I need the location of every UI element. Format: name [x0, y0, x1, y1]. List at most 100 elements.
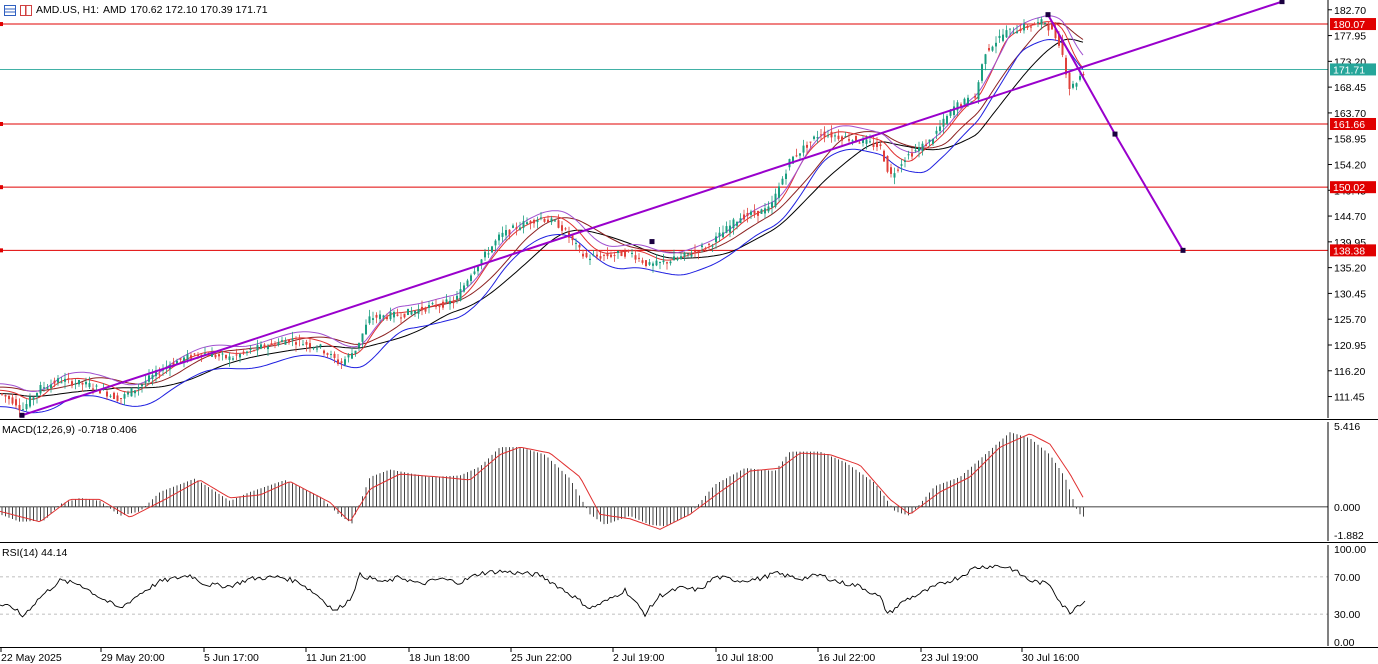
candle-body [781, 178, 784, 185]
candle-body [1051, 24, 1053, 30]
candle-body [750, 211, 752, 215]
candle-body [918, 147, 920, 151]
price-tick-label: 144.70 [1334, 211, 1366, 223]
candle-body [403, 313, 406, 318]
candle-body [330, 353, 332, 355]
trendline-anchor[interactable] [19, 412, 25, 418]
level-anchor[interactable] [0, 185, 3, 190]
candle-body [242, 351, 245, 353]
candle-body [904, 160, 906, 162]
candle-body [935, 130, 938, 134]
candle-body [669, 261, 672, 264]
candle-body [428, 305, 430, 308]
candle-body [641, 260, 644, 263]
level-price-label: 161.66 [1333, 119, 1365, 131]
projection-anchor[interactable] [1180, 247, 1186, 253]
candle-body [732, 219, 735, 229]
price-tick-label: 135.20 [1334, 263, 1366, 275]
candle-body [837, 135, 840, 140]
candle-body [18, 404, 21, 411]
candle-body [470, 275, 472, 281]
candle-body [638, 257, 640, 259]
candle-body [172, 362, 175, 366]
candle-body [32, 397, 35, 400]
candle-body [141, 384, 143, 387]
candle-body [382, 315, 385, 318]
candle-body [487, 253, 490, 255]
candle-body [389, 312, 392, 320]
candle-body [960, 104, 962, 107]
candle-body [760, 209, 763, 214]
candle-body [865, 139, 868, 144]
candle-body [148, 375, 150, 382]
time-tick-label: 25 Jun 22:00 [511, 652, 572, 664]
candle-body [820, 134, 822, 136]
rsi-pane: RSI(14) 44.14 [0, 547, 1328, 618]
candle-body [522, 221, 525, 228]
candle-body [739, 218, 742, 224]
candle-body [683, 252, 686, 257]
trendline-anchor[interactable] [1279, 0, 1285, 5]
level-anchor[interactable] [0, 248, 3, 253]
candle-body [883, 150, 885, 162]
candle-body [438, 306, 441, 308]
candle-body [36, 392, 38, 397]
candle-body [29, 396, 31, 407]
candle-body [396, 314, 399, 316]
level-anchor[interactable] [0, 22, 3, 27]
ascending-trendline[interactable] [21, 0, 1283, 417]
candle-body [659, 261, 661, 263]
candle-body [393, 311, 395, 318]
candle-body [848, 139, 850, 141]
candle-body [1061, 40, 1064, 55]
candle-body [680, 256, 682, 259]
macd-label: MACD(12,26,9) -0.718 0.406 [2, 424, 137, 436]
candle-body [1026, 25, 1029, 28]
candle-body [977, 82, 980, 100]
candle-body [81, 382, 84, 385]
price-tick-label: 116.20 [1334, 366, 1365, 378]
candle-body [596, 254, 598, 257]
candle-body [95, 385, 98, 387]
chart-window-icon[interactable] [4, 4, 16, 16]
candle-body [984, 54, 987, 65]
rsi-tick-label: 0.00 [1334, 637, 1355, 649]
candle-body [25, 404, 28, 410]
price-tick-label: 120.95 [1334, 340, 1366, 352]
candle-body [974, 96, 976, 98]
candle-body [312, 347, 315, 349]
candle-body [932, 139, 934, 144]
candle-body [722, 232, 724, 238]
trendline-anchor[interactable] [649, 239, 655, 245]
candle-body [666, 262, 668, 264]
candle-body [134, 390, 136, 394]
candle-body [228, 356, 231, 360]
candle-body [421, 306, 423, 311]
candle-body [491, 246, 493, 253]
candle-body [687, 253, 689, 255]
candle-body [610, 254, 612, 257]
candle-body [561, 225, 563, 231]
candle-body [123, 394, 126, 399]
candle-body [652, 263, 654, 266]
candle-body [249, 349, 252, 351]
candle-body [46, 387, 49, 389]
candle-body [477, 266, 479, 272]
time-tick-label: 22 May 2025 [1, 652, 62, 664]
candle-body [365, 324, 367, 335]
candle-body [67, 378, 70, 380]
projection-anchor[interactable] [1045, 12, 1051, 18]
level-price-label: 180.07 [1333, 19, 1365, 31]
ohlc-values: 170.62 172.10 170.39 171.71 [130, 4, 268, 16]
candle-body [813, 136, 815, 139]
level-anchor[interactable] [0, 121, 3, 126]
candle-body [4, 395, 7, 397]
projection-anchor[interactable] [1112, 131, 1118, 137]
candle-body [323, 350, 325, 354]
candle-body [529, 220, 532, 224]
chart-type-icon[interactable] [20, 4, 32, 16]
price-pane [0, 0, 1328, 418]
candle-body [99, 390, 101, 394]
candle-body [1058, 34, 1060, 46]
